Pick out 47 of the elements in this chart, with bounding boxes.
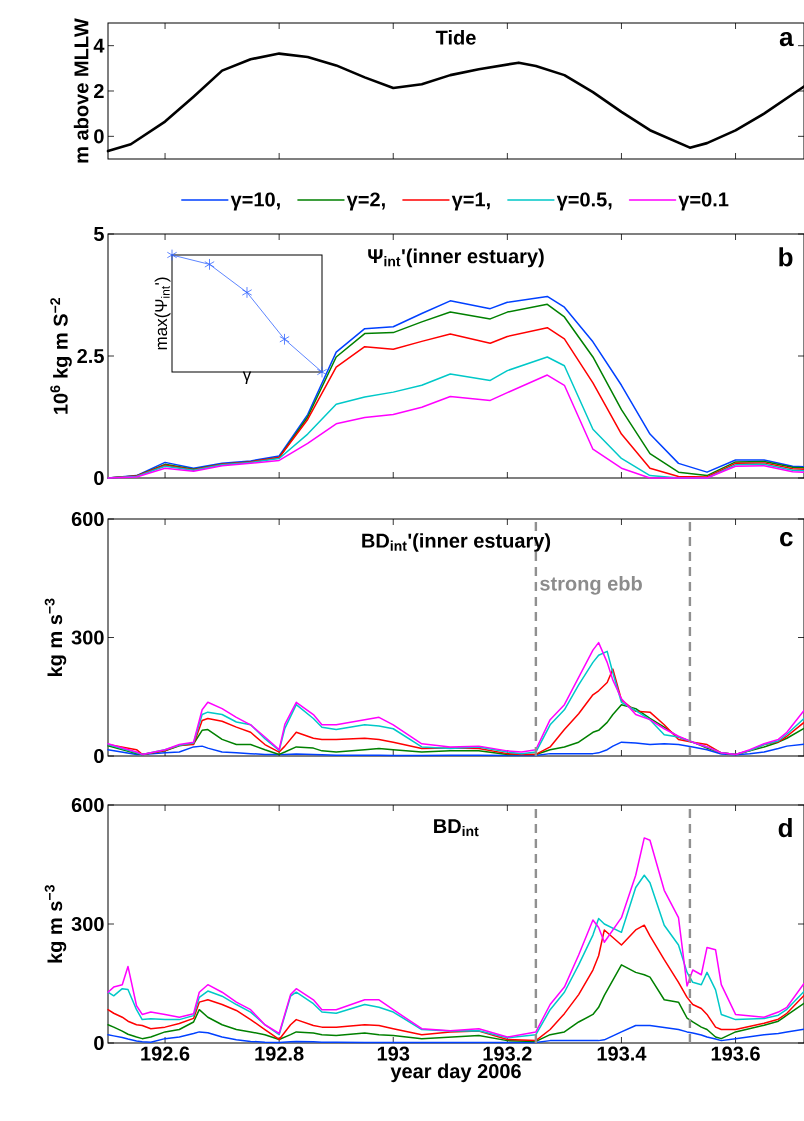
line-series	[107, 924, 804, 1042]
x-tick-label: 193.6	[711, 1046, 760, 1061]
y-axis-title: max(Ψ$_{int}$')	[154, 277, 171, 350]
text: BD$_{int}$'(inner estuary)	[362, 533, 551, 552]
legend-label: γ=0.5,	[556, 192, 612, 211]
y-tick-label: 2.5	[77, 348, 104, 364]
x-tick-label: 193.2	[483, 1046, 532, 1061]
chart-title: Tide	[435, 30, 476, 45]
y-tick-label: 600	[71, 797, 104, 813]
x-tick-label: 193	[377, 1046, 410, 1061]
y-tick-label: 600	[71, 511, 104, 527]
y-tick-label: 0	[94, 129, 104, 144]
y-tick-label: 0	[94, 470, 104, 486]
legend-label: γ=2,	[346, 192, 385, 211]
y-tick-label: 0	[94, 1035, 104, 1051]
annotation: a	[779, 31, 794, 47]
legend-label: γ=1,	[451, 192, 490, 211]
x-tick-label: 192.8	[255, 1046, 304, 1061]
annotation: c	[780, 532, 793, 547]
y-tick-label: 300	[71, 916, 104, 932]
annotation: strong ebb	[540, 576, 642, 595]
text: BD$_{int}$	[434, 819, 479, 837]
y-tick-label: 2	[94, 84, 104, 98]
point	[242, 287, 252, 298]
y-tick-label: 4	[93, 38, 105, 53]
point	[279, 333, 290, 345]
point	[167, 249, 177, 261]
x-axis-title: year day 2006	[390, 1063, 521, 1083]
point	[204, 258, 215, 270]
y-tick-label: 300	[71, 630, 104, 645]
line-series	[107, 837, 804, 1038]
point	[317, 366, 327, 378]
y-axis-title: m above MLLW	[73, 18, 89, 163]
y-tick-label: 0	[94, 748, 104, 764]
legend-label: γ=10,	[230, 192, 280, 211]
x-tick-label: 192.6	[141, 1046, 190, 1061]
legend-label: γ=0.1	[678, 192, 729, 211]
x-axis-title: γ	[242, 371, 252, 385]
text: Ψ$_{int}$'(inner estuary)	[368, 248, 544, 268]
y-axis-title: kg m s$^{−3}$	[44, 885, 67, 963]
y-axis-title: kg m s$^{−3}$	[44, 598, 67, 677]
x-tick-label: 193.4	[597, 1046, 647, 1061]
annotation: b	[779, 247, 793, 267]
y-axis-title: 10$^{6}$ kg m S$^{−2}$	[50, 297, 72, 414]
y-tick-label: 5	[93, 227, 104, 241]
line-series	[107, 874, 804, 1039]
annotation: d	[778, 818, 792, 838]
